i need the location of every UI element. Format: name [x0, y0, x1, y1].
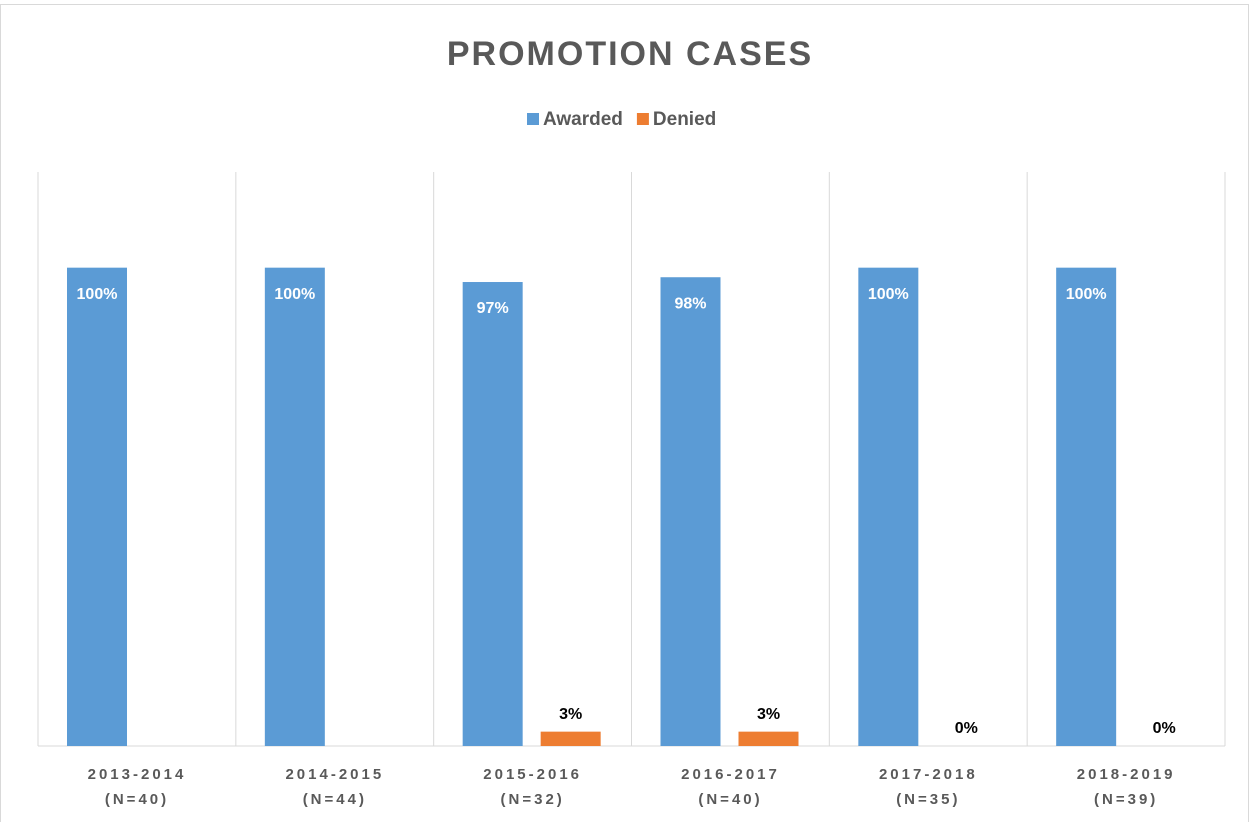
x-tick-label: 2014-2015 (N=44) [285, 766, 385, 808]
data-label: 97% [477, 300, 509, 317]
chart-title: PROMOTION CASES [447, 35, 813, 73]
bar [462, 282, 523, 746]
bar [660, 277, 721, 746]
bar [540, 731, 601, 746]
bar [67, 267, 127, 746]
bar [264, 267, 325, 746]
x-tick-label: 2013-2014 (N=40) [87, 766, 187, 808]
chart-border [0, 4, 1249, 822]
data-label: 0% [955, 720, 978, 737]
x-tick-label: 2017-2018 (N=35) [878, 766, 978, 808]
data-label: 0% [1153, 720, 1176, 737]
data-label: 3% [559, 706, 582, 723]
bar [858, 267, 919, 746]
legend-label: Denied [653, 109, 716, 130]
data-label: 98% [674, 295, 706, 312]
data-label: 100% [77, 286, 118, 303]
legend-label: Awarded [543, 109, 623, 130]
data-label: 100% [868, 286, 909, 303]
x-tick-label: 2016-2017 (N=40) [681, 766, 780, 808]
legend-swatch [527, 113, 539, 125]
data-label: 100% [274, 286, 315, 303]
data-label: 3% [757, 706, 780, 723]
bar [1056, 267, 1117, 746]
legend-swatch [636, 113, 649, 125]
x-tick-label: 2015-2016 (N=32) [483, 766, 583, 808]
bar [738, 731, 799, 746]
x-tick-label: 2018-2019 (N=39) [1076, 766, 1176, 808]
data-label: 100% [1066, 286, 1107, 303]
